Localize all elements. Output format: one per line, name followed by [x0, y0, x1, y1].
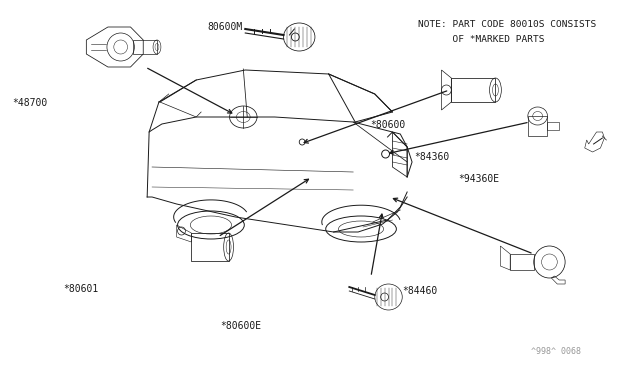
Text: *48700: *48700 — [13, 98, 48, 108]
Text: ^998^ 0068: ^998^ 0068 — [531, 347, 580, 356]
Text: *80600: *80600 — [371, 120, 406, 130]
Text: NOTE: PART CODE 80010S CONSISTS: NOTE: PART CODE 80010S CONSISTS — [417, 20, 596, 29]
Text: *80601: *80601 — [63, 284, 98, 294]
Text: *80600E: *80600E — [220, 321, 261, 331]
Text: *84360: *84360 — [415, 152, 450, 162]
Text: *84460: *84460 — [402, 286, 437, 296]
Text: 80600M: 80600M — [207, 22, 243, 32]
Text: OF *MARKED PARTS: OF *MARKED PARTS — [417, 35, 544, 44]
Text: *94360E: *94360E — [458, 174, 499, 184]
